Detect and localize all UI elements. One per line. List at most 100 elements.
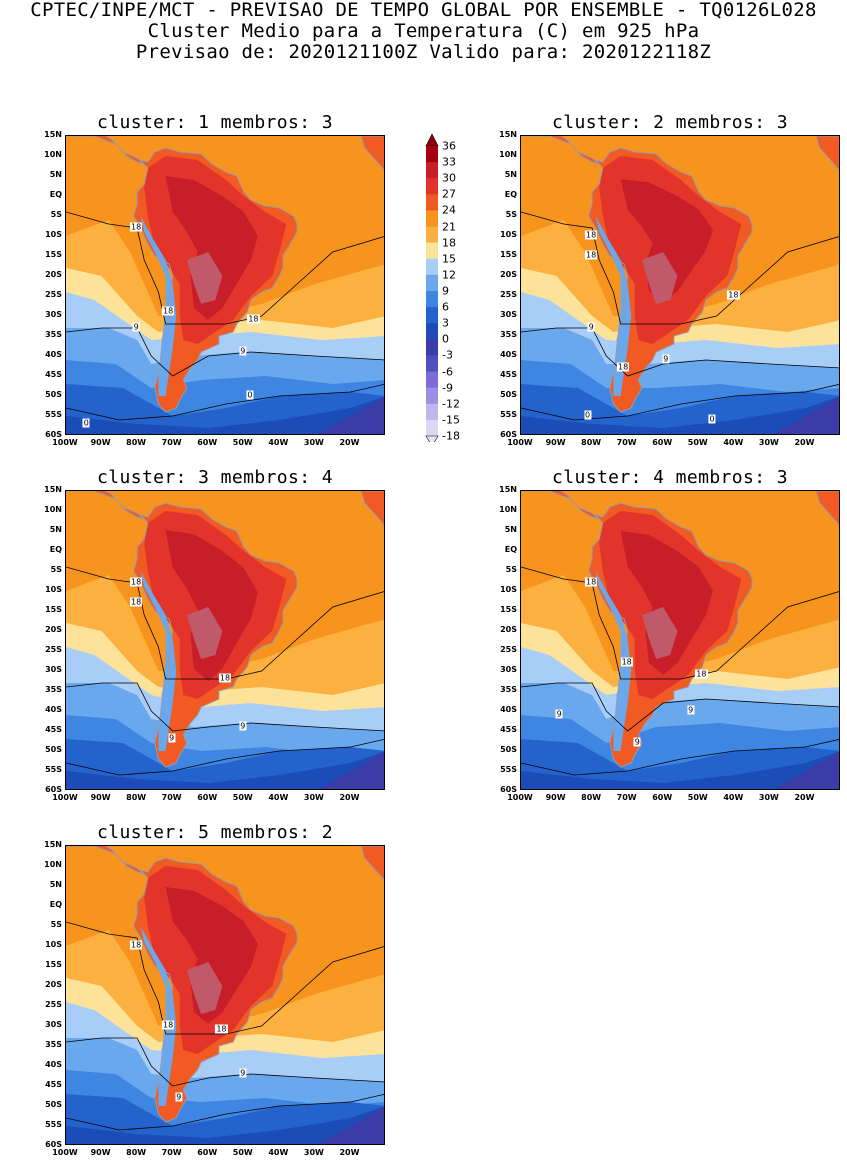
- latitude-tick-label: EQ: [504, 545, 517, 554]
- latitude-tick-label: 50S: [500, 745, 517, 754]
- temperature-field: [521, 491, 839, 789]
- contour-label: 18: [620, 657, 633, 667]
- colorbar-swatches: [425, 133, 439, 447]
- latitude-tick-label: 40S: [500, 350, 517, 359]
- contour-label: 9: [555, 709, 563, 719]
- latitude-tick-label: 60S: [45, 1140, 62, 1149]
- latitude-tick-label: 5N: [504, 170, 517, 179]
- colorbar-swatch: [426, 291, 438, 308]
- colorbar-label: 15: [442, 252, 456, 266]
- contour-label: 18: [585, 577, 598, 587]
- longitude-tick-label: 80W: [126, 438, 147, 447]
- latitude-tick-label: 5S: [505, 565, 517, 574]
- latitude-tick-label: 20S: [500, 270, 517, 279]
- contour-label: 9: [175, 1092, 183, 1102]
- latitude-tick-label: EQ: [49, 545, 62, 554]
- latitude-tick-label: 5N: [49, 525, 62, 534]
- latitude-tick-label: 10N: [44, 150, 62, 159]
- latitude-tick-label: 15N: [44, 130, 62, 139]
- latitude-tick-label: 25S: [45, 290, 62, 299]
- colorbar-label: -3: [442, 348, 453, 362]
- colorbar-swatch: [426, 355, 438, 372]
- colorbar-label: 30: [442, 171, 456, 185]
- map-panel-cluster-2: cluster: 2 membros: 3 15N 10N 5N EQ 5S 10S 15S 2…: [455, 112, 847, 452]
- latitude-tick-label: 40S: [500, 705, 517, 714]
- colorbar-label: 21: [442, 220, 456, 234]
- temperature-field: [521, 136, 839, 434]
- colorbar-swatch: [426, 210, 438, 227]
- latitude-tick-label: 45S: [500, 370, 517, 379]
- longitude-tick-label: 80W: [126, 1148, 147, 1157]
- longitude-tick-label: 30W: [303, 438, 324, 447]
- latitude-tick-label: 30S: [45, 1020, 62, 1029]
- latitude-tick-label: 15N: [44, 485, 62, 494]
- latitude-tick-label: 35S: [500, 330, 517, 339]
- longitude-tick-label: 70W: [616, 793, 637, 802]
- temperature-field: [66, 491, 384, 789]
- panel-title: cluster: 5 membros: 2: [97, 822, 333, 843]
- latitude-tick-label: 20S: [45, 980, 62, 989]
- latitude-tick-label: 30S: [500, 310, 517, 319]
- longitude-tick-label: 80W: [581, 438, 602, 447]
- latitude-tick-label: 10S: [45, 940, 62, 949]
- latitude-tick-label: 15S: [45, 250, 62, 259]
- contour-label: 9: [132, 322, 140, 332]
- contour-label: 9: [587, 322, 595, 332]
- contour-label: 9: [239, 721, 247, 731]
- colorbar-swatch: [426, 339, 438, 356]
- longitude-tick-label: 80W: [126, 793, 147, 802]
- longitude-tick-label: 90W: [90, 1148, 111, 1157]
- latitude-tick-label: 25S: [500, 290, 517, 299]
- panel-title: cluster: 1 membros: 3: [97, 112, 333, 133]
- colorbar-label: 18: [442, 236, 456, 250]
- latitude-tick-label: 45S: [500, 725, 517, 734]
- latitude-tick-label: 50S: [45, 390, 62, 399]
- contour-label: 18: [695, 669, 708, 679]
- panel-title: cluster: 2 membros: 3: [552, 112, 788, 133]
- longitude-tick-label: 70W: [616, 438, 637, 447]
- latitude-tick-label: 55S: [500, 410, 517, 419]
- contour-label: 18: [727, 290, 740, 300]
- temperature-field: [66, 136, 384, 434]
- map-panel-cluster-4: cluster: 4 membros: 3 15N 10N 5N EQ 5S 10S 15S 2…: [455, 467, 847, 807]
- latitude-tick-label: 10S: [500, 230, 517, 239]
- colorbar-label: -6: [442, 365, 453, 379]
- longitude-tick-label: 50W: [232, 438, 253, 447]
- contour-label: 18: [130, 222, 143, 232]
- longitude-tick-label: 20W: [339, 438, 360, 447]
- latitude-tick-label: 30S: [500, 665, 517, 674]
- temperature-map: [65, 845, 385, 1145]
- longitude-tick-label: 70W: [161, 793, 182, 802]
- latitude-tick-label: 60S: [500, 785, 517, 794]
- colorbar-swatch: [426, 242, 438, 260]
- contour-label: 18: [218, 673, 232, 683]
- temperature-map: [65, 490, 385, 790]
- colorbar-label: 6: [442, 300, 449, 314]
- colorbar-label: 3: [442, 316, 449, 330]
- latitude-tick-label: 10N: [499, 150, 517, 159]
- colorbar-swatch: [426, 258, 438, 276]
- longitude-tick-label: 60W: [197, 793, 218, 802]
- latitude-tick-label: 10S: [45, 230, 62, 239]
- longitude-tick-label: 40W: [723, 793, 744, 802]
- longitude-tick-label: 40W: [723, 438, 744, 447]
- latitude-tick-label: 40S: [45, 350, 62, 359]
- latitude-tick-label: 20S: [45, 625, 62, 634]
- longitude-tick-label: 90W: [545, 793, 566, 802]
- latitude-tick-label: 15S: [500, 250, 517, 259]
- latitude-tick-label: EQ: [49, 190, 62, 199]
- latitude-tick-label: 15N: [499, 130, 517, 139]
- colorbar-top-arrow: [425, 133, 439, 147]
- contour-label: 0: [708, 414, 716, 424]
- contour-label: 18: [585, 250, 598, 260]
- longitude-tick-label: 30W: [303, 1148, 324, 1157]
- colorbar-label: 36: [442, 139, 456, 153]
- colorbar-label: 27: [442, 187, 456, 201]
- contour-label: 9: [239, 346, 247, 356]
- contour-label: 18: [162, 1020, 175, 1030]
- contour-label: 18: [130, 597, 143, 607]
- contour-label: 9: [168, 733, 176, 743]
- colorbar-swatch: [426, 387, 438, 405]
- longitude-tick-label: 50W: [232, 1148, 253, 1157]
- contour-label: 18: [617, 362, 630, 372]
